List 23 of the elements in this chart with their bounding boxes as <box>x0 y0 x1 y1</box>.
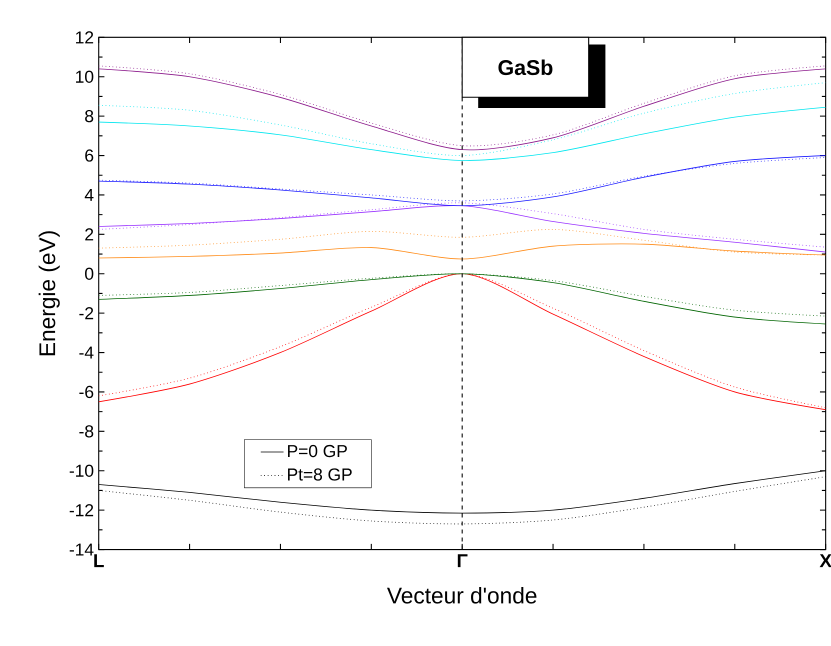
y-tick-label: 12 <box>76 31 94 44</box>
y-tick-label: -8 <box>79 425 94 438</box>
line-series <box>98 107 826 162</box>
x-tick-label: Γ <box>458 554 468 568</box>
line-series <box>98 274 826 325</box>
x-tick-label: L <box>94 554 104 568</box>
y-tick-label: -12 <box>70 504 94 516</box>
y-tick-label: 10 <box>76 70 94 84</box>
annotation: GaSb <box>498 60 552 76</box>
legend-label: P=0 GP <box>288 445 347 458</box>
y-tick-label: -14 <box>70 544 94 556</box>
y-tick-label: 0 <box>85 268 94 280</box>
y-axis-title: Energie (eV) <box>38 231 60 356</box>
y-tick-label: -6 <box>79 386 94 398</box>
y-tick-label: -2 <box>79 307 94 320</box>
y-tick-label: 8 <box>85 110 94 122</box>
y-tick-label: 6 <box>85 150 94 162</box>
x-axis-title: Vecteur d'onde <box>387 587 536 604</box>
y-tick-label: -10 <box>70 464 94 478</box>
legend-label: Pt=8 GP <box>288 468 352 481</box>
y-tick-label: 2 <box>85 228 94 241</box>
y-tick-label: -4 <box>79 346 94 359</box>
y-tick-label: 4 <box>84 189 94 202</box>
